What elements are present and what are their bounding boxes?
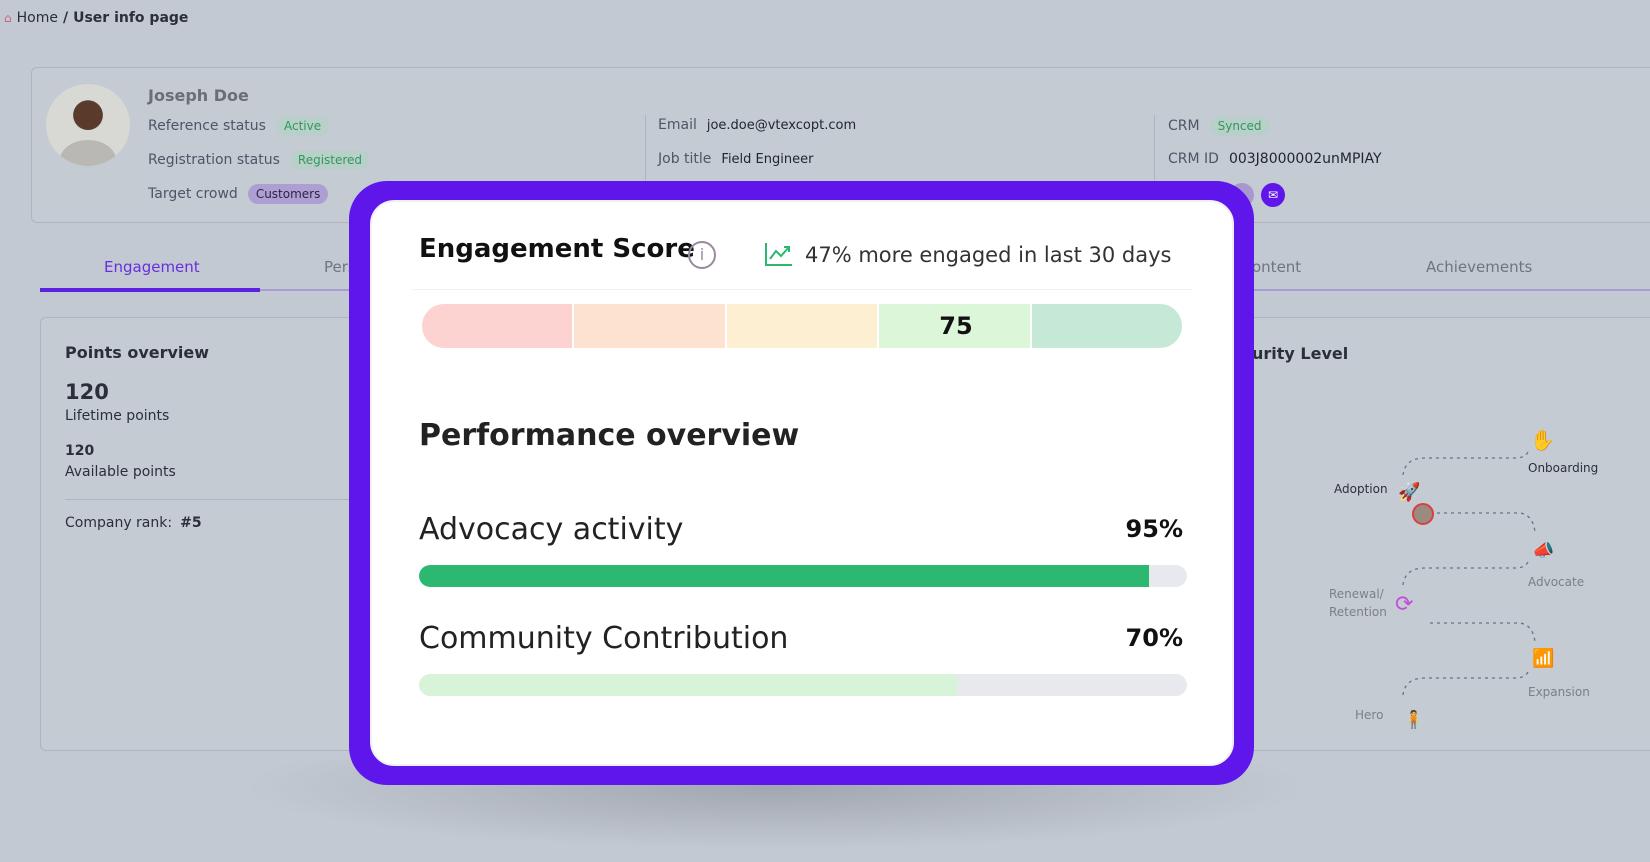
points-title: Points overview bbox=[65, 343, 210, 362]
maturity-title: urity Level bbox=[1252, 344, 1349, 363]
divider bbox=[1154, 115, 1155, 201]
advocacy-progress-fill bbox=[419, 565, 1149, 587]
reference-status-label: Reference status bbox=[148, 118, 266, 134]
growth-chart-icon: 📶 bbox=[1532, 648, 1555, 669]
hand-icon: ✋ bbox=[1530, 428, 1555, 452]
stage-onboarding: Onboarding bbox=[1528, 461, 1599, 475]
target-crowd-badge: Customers bbox=[247, 184, 329, 204]
tab-indicator bbox=[40, 288, 260, 292]
info-icon[interactable]: i bbox=[688, 241, 716, 269]
score-segment bbox=[1031, 304, 1182, 348]
trend-up-icon bbox=[765, 243, 792, 266]
advocacy-progress-bar bbox=[419, 565, 1187, 587]
community-label: Community Contribution bbox=[419, 621, 789, 656]
email-icon[interactable]: ✉ bbox=[1261, 183, 1285, 207]
registration-status-label: Registration status bbox=[148, 152, 280, 168]
score-segment bbox=[422, 304, 573, 348]
company-rank-value: #5 bbox=[180, 515, 202, 531]
reference-status-badge: Active bbox=[275, 116, 330, 136]
home-icon[interactable]: ⌂ bbox=[4, 11, 12, 25]
advocacy-label: Advocacy activity bbox=[419, 512, 684, 547]
user-name: Joseph Doe bbox=[148, 86, 249, 105]
breadcrumb-home[interactable]: Home bbox=[16, 10, 58, 26]
stage-advocate: Advocate bbox=[1528, 575, 1585, 589]
tab-content[interactable]: ontent bbox=[1252, 258, 1302, 276]
stage-hero: Hero bbox=[1355, 708, 1384, 722]
job-title-label: Job title bbox=[658, 151, 712, 167]
tab-engagement[interactable]: Engagement bbox=[104, 258, 200, 276]
breadcrumb-separator: / bbox=[62, 10, 69, 26]
engagement-modal bbox=[370, 200, 1234, 766]
company-rank-label: Company rank: bbox=[65, 515, 173, 531]
rocket-icon: 🚀 bbox=[1398, 482, 1421, 503]
community-progress-fill bbox=[419, 674, 957, 696]
score-segment bbox=[574, 304, 725, 348]
email-value: joe.doe@vtexcopt.com bbox=[706, 117, 857, 133]
crm-status-badge: Synced bbox=[1209, 116, 1270, 136]
stage-adoption: Adoption bbox=[1334, 482, 1388, 496]
available-points-value: 120 bbox=[65, 443, 95, 459]
user-avatar-marker bbox=[1412, 503, 1434, 525]
crm-id-value: 003J8000002unMPIAY bbox=[1228, 151, 1382, 167]
email-label: Email bbox=[658, 117, 697, 133]
tab-achievements[interactable]: Achievements bbox=[1426, 258, 1533, 276]
crm-label: CRM bbox=[1168, 118, 1200, 134]
hero-icon: 🧍 bbox=[1403, 710, 1425, 730]
breadcrumb: ⌂ Home / User info page bbox=[4, 10, 188, 26]
job-title-value: Field Engineer bbox=[721, 151, 814, 167]
divider bbox=[65, 499, 365, 500]
engagement-title: Engagement Score bbox=[419, 234, 695, 264]
community-value: 70% bbox=[1125, 624, 1183, 652]
advocacy-value: 95% bbox=[1125, 515, 1183, 543]
tab-personal[interactable]: Pers bbox=[324, 258, 356, 276]
divider bbox=[412, 289, 1192, 290]
performance-title: Performance overview bbox=[419, 418, 800, 453]
target-crowd-label: Target crowd bbox=[148, 186, 238, 202]
cycle-icon: ⟳ bbox=[1395, 592, 1414, 617]
megaphone-icon: 📣 bbox=[1532, 540, 1555, 561]
engagement-trend: 47% more engaged in last 30 days bbox=[805, 243, 1172, 267]
score-value: 75 bbox=[939, 312, 973, 340]
crm-id-label: CRM ID bbox=[1168, 151, 1219, 167]
journey-path bbox=[1402, 451, 1536, 696]
stage-retention: Retention bbox=[1329, 605, 1387, 619]
available-points-label: Available points bbox=[65, 464, 176, 480]
registration-status-badge: Registered bbox=[289, 150, 371, 170]
breadcrumb-current: User info page bbox=[73, 10, 189, 26]
divider bbox=[645, 115, 646, 201]
score-segment bbox=[726, 304, 878, 348]
avatar bbox=[46, 84, 130, 166]
score-segment bbox=[879, 304, 1030, 348]
lifetime-points-label: Lifetime points bbox=[65, 408, 170, 424]
community-progress-bar bbox=[419, 674, 1187, 696]
stage-expansion: Expansion bbox=[1528, 685, 1590, 699]
stage-renewal: Renewal/ bbox=[1329, 587, 1384, 601]
lifetime-points-value: 120 bbox=[65, 380, 109, 404]
